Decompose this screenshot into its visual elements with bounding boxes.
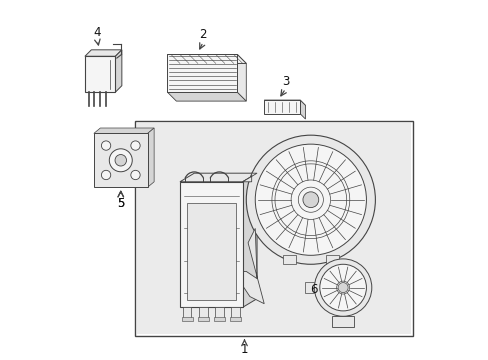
Circle shape [131,141,140,150]
Polygon shape [300,100,305,119]
Bar [180,182,242,307]
Polygon shape [167,92,246,101]
Circle shape [246,135,375,264]
Bar [182,318,192,321]
Polygon shape [237,54,246,101]
Circle shape [115,154,126,166]
Bar [214,318,224,321]
Polygon shape [147,128,154,187]
Circle shape [303,192,318,208]
Bar [85,56,115,92]
Polygon shape [242,228,264,304]
Bar [183,307,191,318]
Bar [282,255,295,264]
Bar [137,123,410,334]
Text: 5: 5 [117,197,124,210]
Bar [199,307,207,318]
Text: 4: 4 [94,27,101,40]
Polygon shape [242,173,257,307]
Bar [231,307,239,318]
Circle shape [131,170,140,180]
Polygon shape [94,128,154,134]
Bar [135,121,412,336]
Bar [167,54,237,92]
Circle shape [255,144,366,255]
Polygon shape [180,173,257,182]
Polygon shape [167,54,246,63]
Bar [94,134,147,187]
Bar [325,255,338,264]
Polygon shape [115,50,122,92]
Polygon shape [264,100,305,105]
Bar [230,318,241,321]
Circle shape [337,283,347,293]
Circle shape [319,264,366,311]
Text: 3: 3 [282,75,289,88]
Bar [198,318,208,321]
Bar [305,282,314,293]
Bar [264,100,300,114]
Circle shape [101,170,110,180]
Bar [332,316,353,327]
Circle shape [101,141,110,150]
Bar [215,307,223,318]
Text: 2: 2 [199,28,206,41]
Text: 5: 5 [117,197,124,210]
Circle shape [109,149,132,172]
Circle shape [314,259,371,316]
Polygon shape [85,50,122,56]
Text: 6: 6 [310,283,317,296]
Bar [187,203,235,300]
Polygon shape [242,173,257,182]
Text: 1: 1 [240,343,248,356]
